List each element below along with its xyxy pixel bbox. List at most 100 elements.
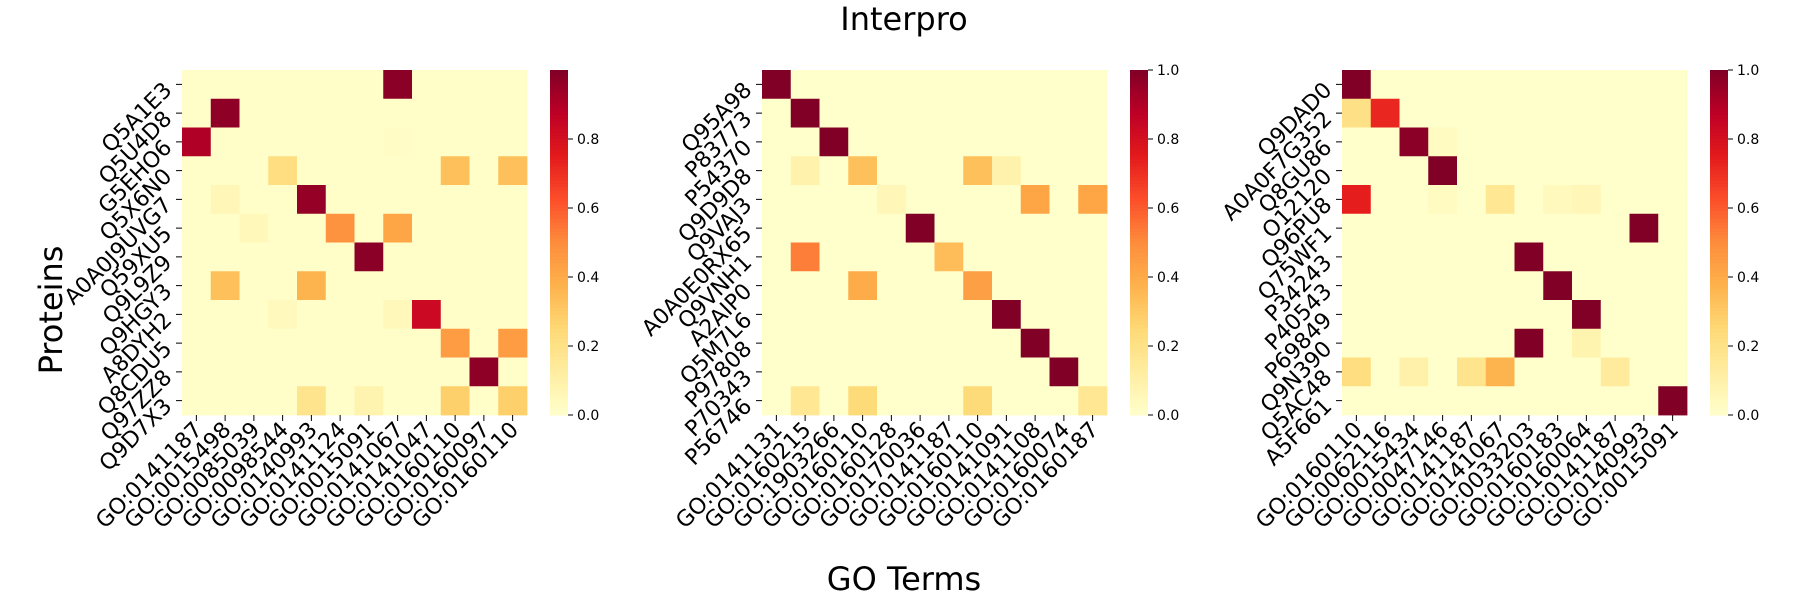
heatmap-cell	[790, 357, 820, 387]
heatmap-cell	[1428, 328, 1458, 358]
heatmap-cell	[1514, 300, 1544, 330]
heatmap-cell	[790, 98, 820, 128]
heatmap-cell	[762, 213, 792, 243]
colorbar-segment	[1130, 294, 1148, 299]
colorbar-segment	[550, 297, 568, 302]
colorbar-segment	[550, 156, 568, 161]
colorbar-segment	[1710, 294, 1728, 299]
heatmap-cell	[905, 127, 935, 157]
colorbar-segment	[1710, 297, 1728, 302]
colorbar-segment	[1710, 277, 1728, 282]
heatmap-cell	[1428, 213, 1458, 243]
colorbar-segment	[1130, 73, 1148, 78]
heatmap-cell	[1020, 242, 1050, 272]
heatmap-cell	[1399, 386, 1429, 416]
heatmap-cell	[182, 357, 212, 387]
heatmap-cell	[1078, 185, 1108, 215]
heatmap-cell	[1658, 185, 1688, 215]
colorbar-segment	[550, 101, 568, 106]
heatmap-cell	[1572, 98, 1602, 128]
heatmap-cell	[1600, 300, 1630, 330]
heatmap-cell	[1600, 271, 1630, 301]
heatmap-cell	[1370, 328, 1400, 358]
colorbar-segment	[1130, 107, 1148, 112]
heatmap-cell	[1572, 300, 1602, 330]
heatmap-cell	[469, 213, 499, 243]
heatmap-cell	[325, 271, 355, 301]
colorbar-tick-label: 0.6	[577, 201, 599, 217]
colorbar-tick-label: 0.2	[1157, 339, 1179, 355]
heatmap-cell	[1049, 185, 1079, 215]
colorbar-segment	[550, 387, 568, 392]
colorbar-segment	[550, 263, 568, 268]
heatmap-cell	[239, 213, 269, 243]
heatmap-cell	[1514, 357, 1544, 387]
colorbar-tick-label: 0.2	[577, 339, 599, 355]
heatmap-cell	[412, 70, 442, 100]
heatmap-cell	[1020, 271, 1050, 301]
colorbar-segment	[550, 70, 568, 75]
heatmap-cell	[1457, 98, 1487, 128]
colorbar-segment	[550, 73, 568, 78]
colorbar-segment	[550, 80, 568, 85]
colorbar-segment	[1710, 259, 1728, 264]
heatmap-cell	[182, 271, 212, 301]
heatmap-cell	[1658, 328, 1688, 358]
heatmap-cell	[1629, 300, 1659, 330]
colorbar-segment	[550, 394, 568, 399]
colorbar-segment	[1710, 97, 1728, 102]
heatmap-cell	[1543, 242, 1573, 272]
heatmap-cell	[1543, 156, 1573, 186]
colorbar-segment	[1710, 273, 1728, 278]
colorbar-segment	[1710, 228, 1728, 233]
colorbar-segment	[1710, 87, 1728, 92]
heatmap-cell	[848, 98, 878, 128]
colorbar-segment	[550, 380, 568, 385]
heatmap-cell	[469, 242, 499, 272]
colorbar-segment	[1130, 211, 1148, 216]
heatmap-cell	[1629, 70, 1659, 100]
colorbar-segment	[1710, 383, 1728, 388]
heatmap-cell	[1572, 357, 1602, 387]
heatmap-cell	[1572, 328, 1602, 358]
colorbar-segment	[1130, 176, 1148, 181]
heatmap-cell	[383, 357, 413, 387]
heatmap-cell	[1658, 386, 1688, 416]
colorbar-tick-label: 0.4	[1157, 270, 1179, 286]
heatmap-cell	[383, 213, 413, 243]
colorbar-segment	[1130, 218, 1148, 223]
colorbar-segment	[1130, 118, 1148, 123]
colorbar-segment	[1130, 335, 1148, 340]
heatmap-cell	[383, 185, 413, 215]
heatmap-cell	[210, 242, 240, 272]
colorbar-segment	[1130, 166, 1148, 171]
colorbar-segment	[1130, 111, 1148, 116]
heatmap-cell	[1572, 156, 1602, 186]
heatmap-cell	[239, 242, 269, 272]
heatmap-cell	[1399, 271, 1429, 301]
colorbar-segment	[1710, 208, 1728, 213]
heatmap-cell	[905, 271, 935, 301]
heatmap-cell	[762, 300, 792, 330]
heatmap-cell	[239, 127, 269, 157]
heatmap-cell	[992, 127, 1022, 157]
heatmap-cell	[412, 300, 442, 330]
colorbar-segment	[1130, 214, 1148, 219]
heatmap-cell	[1514, 127, 1544, 157]
heatmap-cell	[992, 98, 1022, 128]
colorbar-segment	[1710, 377, 1728, 382]
colorbar-segment	[550, 190, 568, 195]
heatmap-cell	[354, 156, 384, 186]
heatmap-cell	[1428, 300, 1458, 330]
heatmap-cell	[1370, 242, 1400, 272]
colorbar-segment	[550, 180, 568, 185]
heatmap-cell	[498, 213, 528, 243]
colorbar-segment	[1710, 283, 1728, 288]
heatmap-cell	[992, 242, 1022, 272]
heatmap-cell	[297, 213, 327, 243]
heatmap-cell	[469, 271, 499, 301]
heatmap-cell	[848, 213, 878, 243]
heatmap-cell	[1457, 156, 1487, 186]
colorbar-segment	[1710, 83, 1728, 88]
heatmap-cell	[1457, 185, 1487, 215]
